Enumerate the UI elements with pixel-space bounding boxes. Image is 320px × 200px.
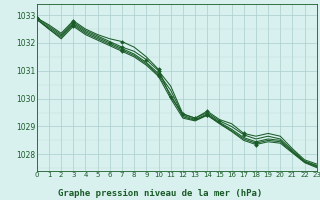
Text: Graphe pression niveau de la mer (hPa): Graphe pression niveau de la mer (hPa): [58, 189, 262, 198]
